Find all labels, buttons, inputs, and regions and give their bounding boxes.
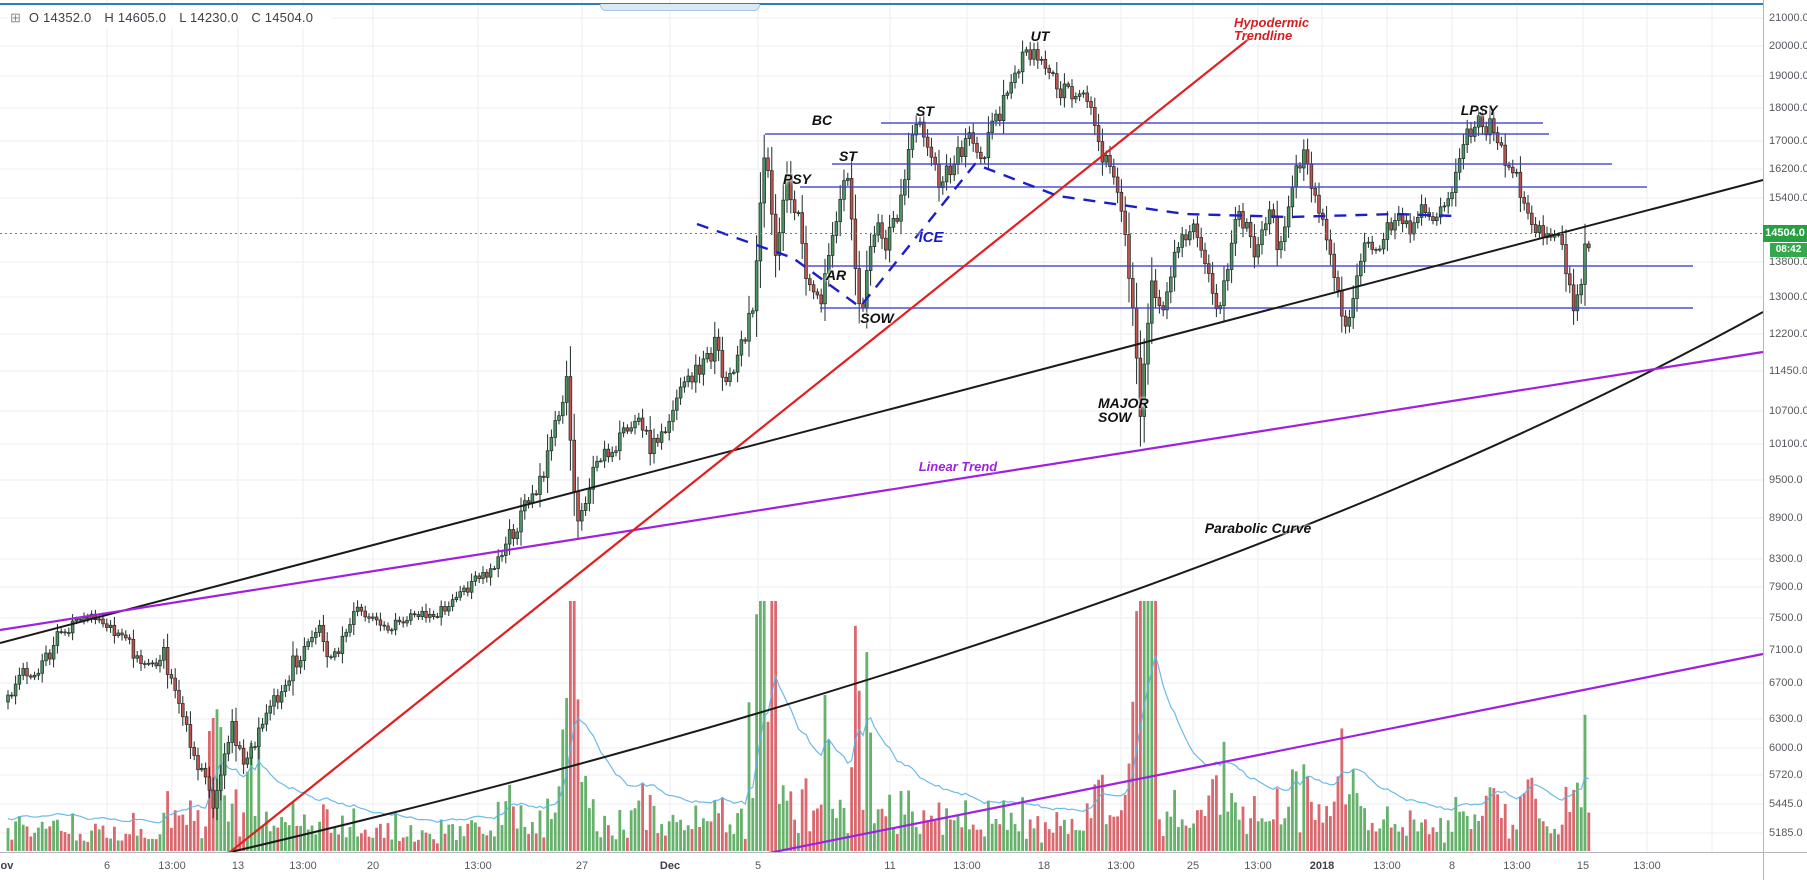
time-label-13:00: 13:00 bbox=[1633, 860, 1661, 872]
price-label-8900.0: 8900.0 bbox=[1769, 512, 1803, 524]
time-label-13:00: 13:00 bbox=[158, 860, 186, 872]
price-label-5185.0: 5185.0 bbox=[1769, 827, 1803, 839]
trendline-linear-trend-upper[interactable] bbox=[0, 350, 1764, 632]
price-label-21000.0: 21000.0 bbox=[1769, 12, 1807, 24]
ice-dashed-line bbox=[696, 162, 1456, 309]
time-label-6: 6 bbox=[103, 860, 111, 872]
bar-countdown-tag: 08:42 bbox=[1770, 243, 1807, 257]
price-label-5720.0: 5720.0 bbox=[1769, 769, 1803, 781]
ohlc-close: C 14504.0 bbox=[251, 10, 314, 25]
volume-bars bbox=[6, 601, 1591, 851]
trendline-parabolic-upper[interactable] bbox=[0, 179, 1764, 644]
price-label-10700.0: 10700.0 bbox=[1769, 405, 1807, 417]
price-label-7900.0: 7900.0 bbox=[1769, 581, 1803, 593]
annotation-psy[interactable]: PSY bbox=[782, 171, 812, 187]
time-axis[interactable]: Nov 6 13:00 13 13:00 20 13:00 27 Dec 5 11 13:00 18 13… bbox=[0, 852, 1763, 880]
price-label-10100.0: 10100.0 bbox=[1769, 438, 1807, 450]
trendline-linear-trend-lower[interactable] bbox=[633, 652, 1764, 880]
price-label-11450.0: 11450.0 bbox=[1769, 365, 1807, 377]
time-label-11: 11 bbox=[884, 860, 896, 872]
annotation-ar[interactable]: AR bbox=[825, 267, 847, 283]
ice-dashed-path[interactable] bbox=[696, 162, 1456, 309]
last-price-tag: 14504.0 bbox=[1763, 225, 1807, 242]
top-border-line bbox=[0, 3, 1807, 5]
price-label-7100.0: 7100.0 bbox=[1769, 644, 1803, 656]
time-label-13:00: 13:00 bbox=[1373, 860, 1401, 872]
time-label-25: 25 bbox=[1186, 860, 1200, 872]
time-label-13:00: 13:00 bbox=[953, 860, 981, 872]
price-label-6700.0: 6700.0 bbox=[1769, 677, 1803, 689]
price-label-16200.0: 16200.0 bbox=[1769, 163, 1807, 175]
price-label-8300.0: 8300.0 bbox=[1769, 553, 1803, 565]
browser-tab-remnant bbox=[600, 4, 760, 11]
annotation-st[interactable]: ST bbox=[916, 103, 934, 119]
ohlc-low: L 14230.0 bbox=[179, 10, 239, 25]
time-label-2018: 2018 bbox=[1309, 860, 1335, 872]
price-label-18000.0: 18000.0 bbox=[1769, 102, 1807, 114]
price-label-7500.0: 7500.0 bbox=[1769, 612, 1803, 624]
candles bbox=[6, 40, 1591, 821]
ohlc-open: O 14352.0 bbox=[28, 10, 92, 25]
annotation-sow[interactable]: SOW bbox=[860, 310, 894, 326]
price-label-13800.0: 13800.0 bbox=[1769, 256, 1807, 268]
price-label-13000.0: 13000.0 bbox=[1769, 291, 1807, 303]
ohlc-legend: ⊞ O 14352.0 H 14605.0 L 14230.0 C 14504.0 bbox=[8, 9, 333, 28]
time-label-13: 13 bbox=[231, 860, 245, 872]
annotation-parabolic-curve[interactable]: Parabolic Curve bbox=[1204, 520, 1312, 536]
price-label-17000.0: 17000.0 bbox=[1769, 135, 1807, 147]
volume-ma-line bbox=[7, 655, 1590, 824]
price-label-15400.0: 15400.0 bbox=[1769, 192, 1807, 204]
time-label-Nov: Nov bbox=[0, 860, 14, 872]
annotation-major-sow[interactable]: MAJOR SOW bbox=[1098, 395, 1149, 425]
gridlines bbox=[0, 0, 1763, 852]
time-label-8: 8 bbox=[1448, 860, 1456, 872]
wyckoff-levels bbox=[765, 122, 1693, 309]
annotation-ice[interactable]: ICE bbox=[918, 229, 944, 246]
ohlc-high: H 14605.0 bbox=[104, 10, 167, 25]
time-label-13:00: 13:00 bbox=[289, 860, 317, 872]
annotation-st[interactable]: ST bbox=[839, 148, 857, 164]
time-label-Dec: Dec bbox=[659, 860, 681, 872]
price-label-12200.0: 12200.0 bbox=[1769, 328, 1807, 340]
time-label-5: 5 bbox=[754, 860, 762, 872]
trendline-parabolic-curve[interactable] bbox=[90, 311, 1764, 880]
annotation-lpsy[interactable]: LPSY bbox=[1460, 102, 1498, 118]
time-label-27: 27 bbox=[575, 860, 589, 872]
time-label-13:00: 13:00 bbox=[464, 860, 492, 872]
price-label-6000.0: 6000.0 bbox=[1769, 742, 1803, 754]
plus-box-icon[interactable]: ⊞ bbox=[10, 10, 21, 25]
axis-ticks bbox=[2, 17, 1768, 857]
time-label-15: 15 bbox=[1576, 860, 1590, 872]
annotation-bc[interactable]: BC bbox=[811, 112, 833, 128]
time-label-20: 20 bbox=[366, 860, 380, 872]
price-axis[interactable]: 21000.0 20000.0 19000.0 18000.0 17000.0 16200… bbox=[1763, 0, 1807, 852]
trendline-hypodermic-trendline[interactable] bbox=[190, 37, 1251, 880]
axis-corner bbox=[1763, 852, 1807, 880]
price-label-20000.0: 20000.0 bbox=[1769, 40, 1807, 52]
price-label-9500.0: 9500.0 bbox=[1769, 474, 1803, 486]
annotation-ut[interactable]: UT bbox=[1030, 28, 1050, 44]
price-label-19000.0: 19000.0 bbox=[1769, 70, 1807, 82]
annotation-hypodermic-trendline[interactable]: Hypodermic Trendline bbox=[1234, 15, 1310, 43]
time-label-13:00: 13:00 bbox=[1503, 860, 1531, 872]
time-label-18: 18 bbox=[1037, 860, 1051, 872]
time-label-13:00: 13:00 bbox=[1107, 860, 1135, 872]
trendlines bbox=[0, 37, 1764, 880]
price-label-5445.0: 5445.0 bbox=[1769, 798, 1803, 810]
price-label-6300.0: 6300.0 bbox=[1769, 713, 1803, 725]
time-label-13:00: 13:00 bbox=[1244, 860, 1272, 872]
annotation-linear-trend[interactable]: Linear Trend bbox=[918, 459, 998, 474]
